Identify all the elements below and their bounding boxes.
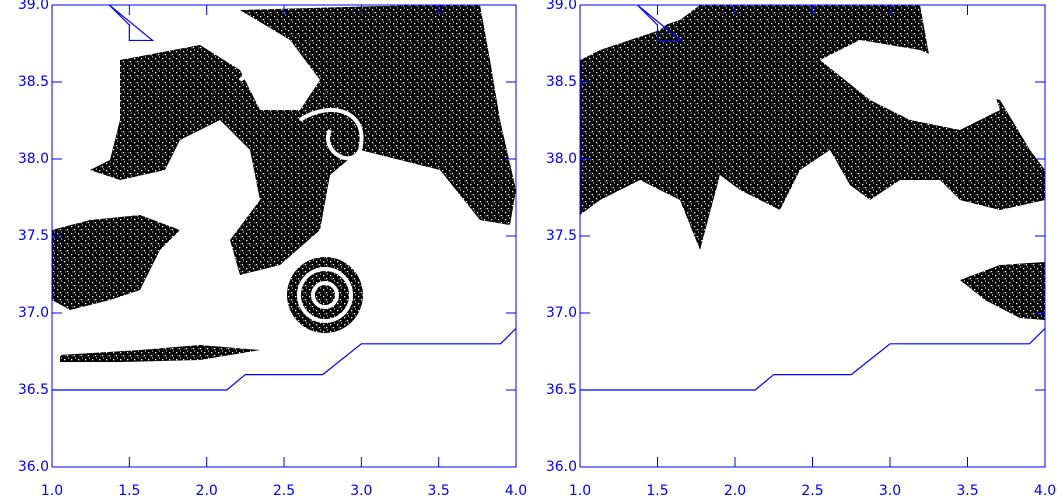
x-tick-label: 2.0 — [724, 483, 746, 499]
x-tick-label: 3.5 — [428, 483, 450, 499]
y-tick-label: 37.5 — [546, 228, 577, 244]
y-tick-label: 37.0 — [18, 305, 49, 321]
y-tick-label: 38.0 — [546, 151, 577, 167]
x-tick-label: 3.0 — [879, 483, 901, 499]
x-tick-label: 1.0 — [569, 483, 591, 499]
coastline — [52, 327, 517, 391]
x-tick-label: 3.5 — [956, 483, 978, 499]
coastline — [636, 4, 683, 42]
x-tick-label: 4.0 — [505, 483, 527, 499]
y-tick-label: 36.0 — [546, 459, 577, 475]
coastline — [580, 327, 1046, 391]
particles-right — [580, 5, 1045, 320]
y-tick-label: 36.5 — [18, 382, 49, 398]
y-tick-label: 39.0 — [546, 0, 577, 13]
y-tick-label: 36.0 — [18, 459, 49, 475]
particle-gaps-left — [238, 64, 364, 323]
x-tick-label: 4.0 — [1034, 483, 1056, 499]
x-tick-label: 1.5 — [646, 483, 668, 499]
particles-left — [52, 5, 516, 362]
x-tick-label: 1.5 — [118, 483, 140, 499]
y-tick-label: 37.5 — [18, 228, 49, 244]
y-tick-label: 38.5 — [546, 74, 577, 90]
coastline — [108, 4, 155, 42]
y-tick-label: 36.5 — [546, 382, 577, 398]
y-tick-label: 38.5 — [18, 74, 49, 90]
x-tick-label: 3.0 — [350, 483, 372, 499]
y-tick-label: 37.0 — [546, 305, 577, 321]
x-tick-label: 2.5 — [801, 483, 823, 499]
y-tick-label: 38.0 — [18, 151, 49, 167]
y-tick-label: 39.0 — [18, 0, 49, 13]
x-tick-label: 2.0 — [196, 483, 218, 499]
x-tick-label: 2.5 — [273, 483, 295, 499]
particle-gaps-right — [580, 5, 1000, 130]
x-tick-label: 1.0 — [41, 483, 63, 499]
